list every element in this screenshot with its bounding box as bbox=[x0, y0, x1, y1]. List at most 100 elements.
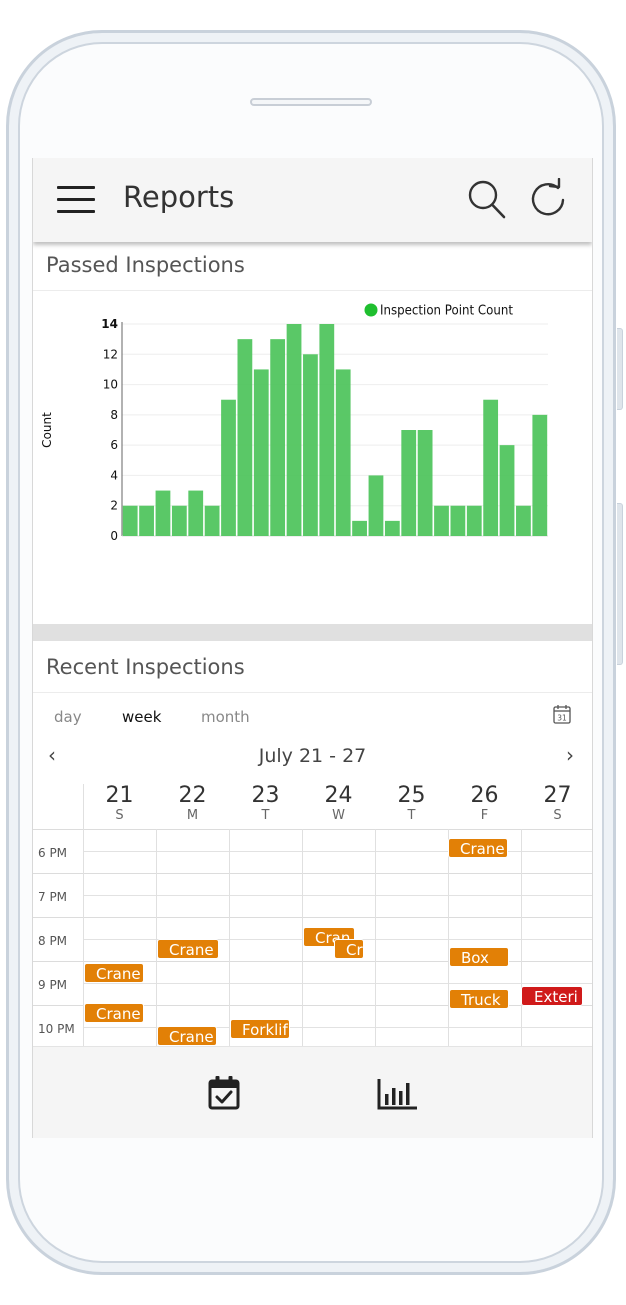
bar bbox=[466, 505, 482, 536]
event-truck[interactable]: Truck bbox=[449, 989, 509, 1009]
event-forklift[interactable]: Forklif bbox=[230, 1019, 290, 1039]
calendar-check-icon[interactable] bbox=[207, 1075, 241, 1111]
bar bbox=[188, 490, 204, 536]
bar bbox=[286, 324, 302, 536]
y-tick-label: 6 bbox=[110, 438, 118, 452]
y-tick-label: 12 bbox=[103, 347, 118, 361]
recent-inspections-title: Recent Inspections bbox=[46, 655, 245, 679]
bar bbox=[368, 475, 384, 536]
grid-line bbox=[83, 851, 592, 852]
day-letter: T bbox=[407, 808, 416, 823]
bar bbox=[417, 430, 433, 536]
legend-label: Inspection Point Count bbox=[380, 304, 513, 319]
bar-chart-icon[interactable] bbox=[377, 1077, 419, 1111]
bar bbox=[253, 369, 269, 536]
calendar-icon-day: 31 bbox=[557, 714, 567, 723]
bar bbox=[221, 399, 236, 536]
search-icon[interactable] bbox=[467, 178, 507, 220]
grid-line bbox=[83, 983, 592, 984]
day-number: 25 bbox=[397, 783, 426, 808]
day-header[interactable]: 25 T bbox=[375, 783, 448, 824]
hour-label: 6 PM bbox=[38, 846, 68, 860]
bar bbox=[237, 339, 253, 536]
day-header[interactable]: 27 S bbox=[521, 783, 592, 824]
grid-column-line bbox=[302, 829, 303, 1046]
volume-down-button bbox=[617, 503, 623, 665]
day-header[interactable]: 26 F bbox=[448, 784, 521, 824]
hour-label: 8 PM bbox=[38, 934, 68, 948]
y-tick-label: 2 bbox=[110, 499, 118, 513]
bar bbox=[532, 414, 548, 536]
event-crane[interactable]: Crane bbox=[157, 939, 219, 959]
prev-week-button[interactable]: ‹ bbox=[48, 743, 56, 767]
day-header[interactable]: 21 S bbox=[83, 783, 156, 824]
y-tick-label: 4 bbox=[110, 468, 118, 482]
day-letter: F bbox=[480, 808, 489, 823]
grid-column-line bbox=[229, 829, 230, 1046]
event-crane[interactable]: Cr bbox=[334, 939, 364, 959]
day-letter: M bbox=[186, 808, 199, 823]
bar bbox=[171, 505, 187, 536]
refresh-icon[interactable] bbox=[527, 178, 569, 220]
card-divider bbox=[33, 692, 592, 693]
grid-line bbox=[33, 917, 592, 918]
grid-column-line bbox=[375, 829, 376, 1046]
bar bbox=[483, 399, 499, 536]
bar bbox=[335, 369, 351, 536]
bar bbox=[450, 505, 466, 536]
grid-line bbox=[83, 895, 592, 896]
tab-week[interactable]: week bbox=[122, 708, 162, 726]
day-number: 21 bbox=[105, 783, 134, 808]
bar bbox=[319, 324, 335, 536]
bar bbox=[122, 505, 138, 536]
bar bbox=[516, 505, 531, 536]
bar bbox=[270, 339, 286, 536]
calendar-icon[interactable]: 31 bbox=[553, 704, 571, 724]
day-letter: S bbox=[115, 808, 124, 823]
day-number: 24 bbox=[324, 783, 353, 808]
y-tick-label: 14 bbox=[101, 317, 118, 331]
grid-column-line bbox=[156, 829, 157, 1046]
hour-label: 10 PM bbox=[38, 1022, 75, 1036]
menu-icon[interactable] bbox=[57, 186, 95, 214]
next-week-button[interactable]: › bbox=[566, 743, 574, 767]
volume-up-button bbox=[617, 328, 623, 410]
event-exterior[interactable]: Exteri bbox=[521, 986, 583, 1006]
phone-speaker bbox=[250, 98, 372, 106]
header-divider bbox=[83, 784, 84, 829]
day-header[interactable]: 24 W bbox=[302, 783, 375, 824]
event-crane[interactable]: Crane bbox=[84, 963, 144, 983]
bottom-nav bbox=[33, 1046, 592, 1138]
grid-line bbox=[33, 1005, 592, 1006]
app-header: Reports bbox=[33, 158, 592, 242]
day-header[interactable]: 23 T bbox=[229, 783, 302, 824]
bar bbox=[434, 505, 449, 536]
grid-line bbox=[33, 873, 592, 874]
grid-column-line bbox=[448, 829, 449, 1046]
grid-line bbox=[83, 1027, 592, 1028]
event-crane[interactable]: Crane bbox=[448, 838, 508, 858]
card-divider bbox=[33, 290, 592, 291]
event-crane[interactable]: Crane bbox=[157, 1026, 217, 1046]
day-number: 27 bbox=[543, 783, 572, 808]
bar bbox=[155, 490, 171, 536]
bar bbox=[499, 445, 515, 536]
grid-line bbox=[33, 961, 592, 962]
hour-label: 9 PM bbox=[38, 978, 68, 992]
date-range: July 21 - 27 bbox=[258, 745, 367, 767]
week-time-grid[interactable]: 6 PM 7 PM 8 PM 9 PM 10 PM Crane Crane Cr… bbox=[33, 829, 592, 1046]
legend-swatch bbox=[364, 303, 378, 317]
passed-inspections-chart: 0 2 4 6 8 10 12 14 Count Inspection Point Count bbox=[40, 303, 548, 543]
tab-month[interactable]: month bbox=[201, 708, 250, 726]
day-number: 23 bbox=[251, 783, 280, 808]
day-header[interactable]: 22 M bbox=[156, 783, 229, 824]
grid-column-line bbox=[521, 829, 522, 1046]
tab-day[interactable]: day bbox=[54, 708, 82, 726]
bar bbox=[303, 354, 318, 536]
day-number: 22 bbox=[178, 783, 207, 808]
passed-inspections-title: Passed Inspections bbox=[46, 253, 245, 277]
event-box[interactable]: Box bbox=[449, 947, 509, 967]
event-crane[interactable]: Crane bbox=[84, 1003, 144, 1023]
y-tick-label: 8 bbox=[110, 408, 118, 422]
bar bbox=[401, 430, 417, 536]
